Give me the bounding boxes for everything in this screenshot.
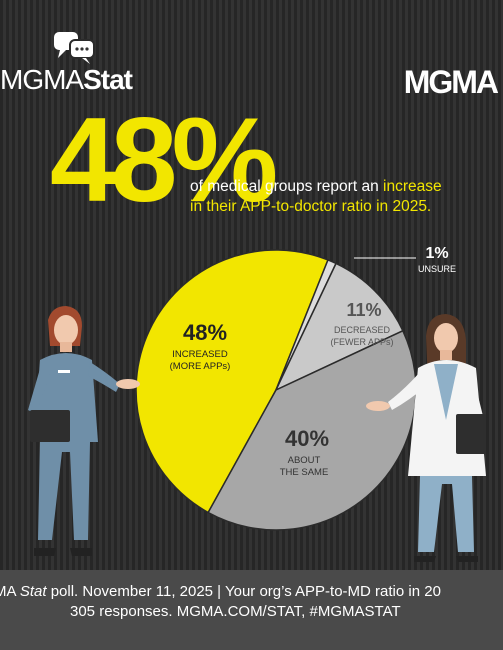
logo-suffix: Stat <box>83 64 133 95</box>
headline-line2: in their APP-to-doctor ratio in 2025. <box>190 198 432 215</box>
pie-chart: 48% INCREASED (MORE APPs) 1% UNSURE 11% … <box>28 245 486 562</box>
slice-pct-decreased: 11% <box>346 300 381 320</box>
footer-line1-italic: Stat <box>19 583 47 600</box>
slice-pct-same: 40% <box>285 426 329 451</box>
slice-pct-increased: 48% <box>183 320 227 345</box>
headline-highlight: increase <box>383 178 442 195</box>
slice-label-increased: INCREASED <box>172 349 228 360</box>
slice-label-decreased: DECREASED <box>334 325 391 335</box>
slice-sub-increased: (MORE APPs) <box>170 361 231 372</box>
headline-big-number: 48% <box>50 93 278 227</box>
headline-text: of medical groups report an increase in … <box>190 177 442 217</box>
pie-slice-decreased <box>274 262 404 392</box>
mgma-stat-logo: MGMAStat <box>0 64 133 96</box>
slice-label-same: ABOUT <box>288 455 321 466</box>
footer-line2: 305 responses. MGMA.COM/STAT, #MGMASTAT <box>70 603 401 620</box>
footer-line1-post: poll. November 11, 2025 | Your org’s APP… <box>46 583 441 600</box>
chat-bubbles-icon <box>54 32 95 64</box>
slice-pct-unsure: 1% <box>425 245 448 262</box>
footer-line1: MA Stat poll. November 11, 2025 | Your o… <box>0 583 441 600</box>
slice-sub-decreased: (FEWER APPs) <box>330 337 393 347</box>
logo-prefix: MGMA <box>0 64 84 95</box>
headline-line1: of medical groups report an <box>190 178 383 195</box>
nurse-illustration <box>28 306 140 556</box>
doctor-illustration <box>366 314 486 562</box>
slice-sub-same: THE SAME <box>280 467 329 478</box>
footer-bar <box>0 570 503 650</box>
mgma-logo: MGMA <box>403 64 499 100</box>
slice-label-unsure: UNSURE <box>418 264 456 274</box>
footer-line1-pre: MA <box>0 583 16 600</box>
pie-slice-same <box>207 329 417 531</box>
pie-slice-increased <box>135 249 329 514</box>
